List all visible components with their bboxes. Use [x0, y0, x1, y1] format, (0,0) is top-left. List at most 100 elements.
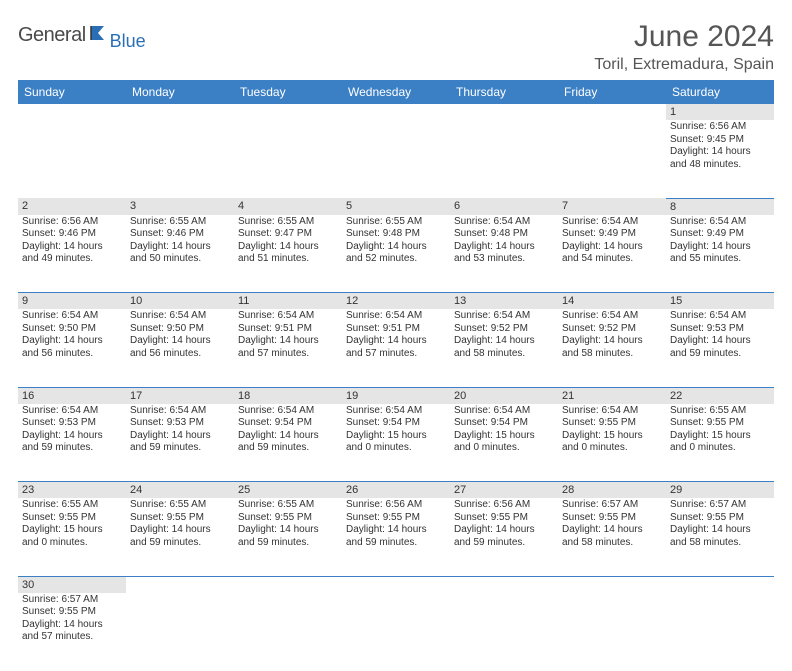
day-cell: Sunrise: 6:56 AMSunset: 9:46 PMDaylight:… — [18, 215, 126, 293]
daylight: Daylight: 14 hours and 59 minutes. — [130, 524, 230, 549]
day-cell: Sunrise: 6:57 AMSunset: 9:55 PMDaylight:… — [558, 498, 666, 576]
sunset: Sunset: 9:55 PM — [562, 417, 662, 430]
sunset: Sunset: 9:51 PM — [346, 323, 446, 336]
day-number: 10 — [126, 293, 234, 310]
day-number — [450, 104, 558, 120]
sunrise: Sunrise: 6:57 AM — [670, 499, 770, 512]
day-cell: Sunrise: 6:54 AMSunset: 9:52 PMDaylight:… — [558, 309, 666, 387]
sunrise: Sunrise: 6:54 AM — [562, 310, 662, 323]
day-number — [450, 576, 558, 593]
day-number: 7 — [558, 198, 666, 215]
day-cell — [126, 593, 234, 671]
day-number: 22 — [666, 387, 774, 404]
day-cell: Sunrise: 6:55 AMSunset: 9:55 PMDaylight:… — [18, 498, 126, 576]
day-header: Monday — [126, 80, 234, 104]
day-cell: Sunrise: 6:54 AMSunset: 9:49 PMDaylight:… — [558, 215, 666, 293]
daylight: Daylight: 14 hours and 48 minutes. — [670, 146, 770, 171]
daylight: Daylight: 14 hours and 49 minutes. — [22, 241, 122, 266]
day-number — [234, 576, 342, 593]
sunrise: Sunrise: 6:55 AM — [670, 405, 770, 418]
sunset: Sunset: 9:55 PM — [22, 512, 122, 525]
day-number — [558, 576, 666, 593]
sunset: Sunset: 9:55 PM — [238, 512, 338, 525]
day-number: 15 — [666, 293, 774, 310]
sunrise: Sunrise: 6:55 AM — [238, 216, 338, 229]
day-number: 21 — [558, 387, 666, 404]
sunset: Sunset: 9:55 PM — [670, 417, 770, 430]
title-block: June 2024 Toril, Extremadura, Spain — [594, 20, 774, 74]
day-cell: Sunrise: 6:57 AMSunset: 9:55 PMDaylight:… — [666, 498, 774, 576]
day-number: 27 — [450, 482, 558, 499]
sunrise: Sunrise: 6:55 AM — [22, 499, 122, 512]
day-number — [342, 576, 450, 593]
day-number: 18 — [234, 387, 342, 404]
daylight: Daylight: 15 hours and 0 minutes. — [346, 430, 446, 455]
day-number: 4 — [234, 198, 342, 215]
day-cell — [558, 120, 666, 198]
daylight: Daylight: 14 hours and 59 minutes. — [454, 524, 554, 549]
day-cell: Sunrise: 6:56 AMSunset: 9:55 PMDaylight:… — [450, 498, 558, 576]
sunset: Sunset: 9:49 PM — [562, 228, 662, 241]
day-cell: Sunrise: 6:55 AMSunset: 9:55 PMDaylight:… — [234, 498, 342, 576]
day-cell: Sunrise: 6:54 AMSunset: 9:54 PMDaylight:… — [342, 404, 450, 482]
daylight: Daylight: 14 hours and 58 minutes. — [670, 524, 770, 549]
day-number: 14 — [558, 293, 666, 310]
day-cell: Sunrise: 6:54 AMSunset: 9:53 PMDaylight:… — [126, 404, 234, 482]
daylight: Daylight: 14 hours and 59 minutes. — [22, 430, 122, 455]
sunrise: Sunrise: 6:56 AM — [670, 121, 770, 134]
sunset: Sunset: 9:48 PM — [454, 228, 554, 241]
day-number: 30 — [18, 576, 126, 593]
sunset: Sunset: 9:49 PM — [670, 228, 770, 241]
daylight: Daylight: 15 hours and 0 minutes. — [454, 430, 554, 455]
logo-text-main: General — [18, 24, 86, 47]
day-cell: Sunrise: 6:54 AMSunset: 9:54 PMDaylight:… — [450, 404, 558, 482]
day-cell: Sunrise: 6:54 AMSunset: 9:53 PMDaylight:… — [666, 309, 774, 387]
sunrise: Sunrise: 6:55 AM — [238, 499, 338, 512]
sunset: Sunset: 9:50 PM — [22, 323, 122, 336]
sunset: Sunset: 9:55 PM — [22, 606, 122, 619]
daylight: Daylight: 14 hours and 59 minutes. — [238, 430, 338, 455]
day-number: 23 — [18, 482, 126, 499]
daylight: Daylight: 15 hours and 0 minutes. — [562, 430, 662, 455]
sunrise: Sunrise: 6:54 AM — [562, 216, 662, 229]
day-number: 11 — [234, 293, 342, 310]
sunset: Sunset: 9:53 PM — [670, 323, 770, 336]
day-cell: Sunrise: 6:54 AMSunset: 9:53 PMDaylight:… — [18, 404, 126, 482]
sunset: Sunset: 9:54 PM — [238, 417, 338, 430]
sunset: Sunset: 9:45 PM — [670, 134, 770, 147]
day-number: 2 — [18, 198, 126, 215]
sunrise: Sunrise: 6:54 AM — [670, 216, 770, 229]
sunset: Sunset: 9:55 PM — [130, 512, 230, 525]
day-number: 25 — [234, 482, 342, 499]
daylight: Daylight: 14 hours and 59 minutes. — [346, 524, 446, 549]
day-cell: Sunrise: 6:54 AMSunset: 9:55 PMDaylight:… — [558, 404, 666, 482]
sunrise: Sunrise: 6:57 AM — [562, 499, 662, 512]
daylight: Daylight: 14 hours and 55 minutes. — [670, 241, 770, 266]
sunset: Sunset: 9:46 PM — [130, 228, 230, 241]
day-cell: Sunrise: 6:55 AMSunset: 9:48 PMDaylight:… — [342, 215, 450, 293]
daylight: Daylight: 14 hours and 58 minutes. — [562, 524, 662, 549]
day-header: Saturday — [666, 80, 774, 104]
daylight: Daylight: 14 hours and 57 minutes. — [238, 335, 338, 360]
sunrise: Sunrise: 6:54 AM — [346, 405, 446, 418]
sunset: Sunset: 9:55 PM — [562, 512, 662, 525]
day-cell — [18, 120, 126, 198]
sunrise: Sunrise: 6:54 AM — [130, 310, 230, 323]
sunrise: Sunrise: 6:54 AM — [238, 405, 338, 418]
sunrise: Sunrise: 6:54 AM — [22, 405, 122, 418]
day-header-row: Sunday Monday Tuesday Wednesday Thursday… — [18, 80, 774, 104]
day-number — [126, 576, 234, 593]
day-header: Friday — [558, 80, 666, 104]
sunrise: Sunrise: 6:54 AM — [670, 310, 770, 323]
day-cell — [342, 120, 450, 198]
day-number: 29 — [666, 482, 774, 499]
sunrise: Sunrise: 6:56 AM — [22, 216, 122, 229]
week-row: Sunrise: 6:54 AMSunset: 9:53 PMDaylight:… — [18, 404, 774, 482]
day-cell — [558, 593, 666, 671]
day-number: 1 — [666, 104, 774, 120]
day-cell — [450, 120, 558, 198]
day-number: 3 — [126, 198, 234, 215]
week-row: Sunrise: 6:56 AMSunset: 9:45 PMDaylight:… — [18, 120, 774, 198]
day-number: 20 — [450, 387, 558, 404]
daynum-row: 23242526272829 — [18, 482, 774, 499]
